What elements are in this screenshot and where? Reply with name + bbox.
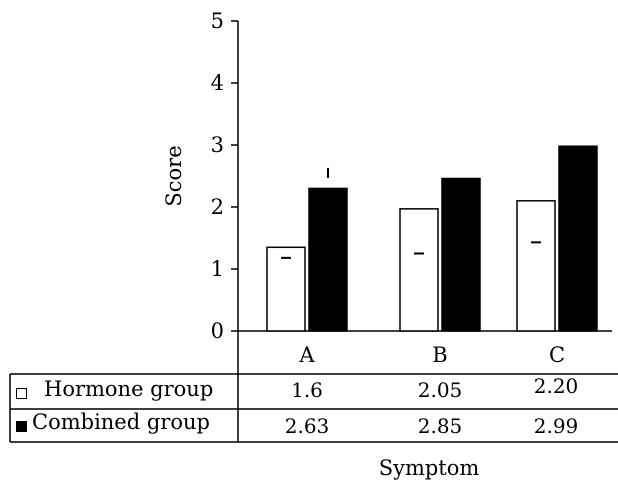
y-tick-label: 2 xyxy=(211,195,224,219)
category-label: A xyxy=(298,343,315,367)
bar xyxy=(516,200,556,332)
x-axis-label: Symptom xyxy=(379,456,480,480)
series-name: Hormone group xyxy=(44,377,214,401)
table-value: 1.6 xyxy=(291,378,323,402)
series-name: Combined group xyxy=(32,410,210,434)
legend-swatch-combined xyxy=(16,421,27,432)
category-label: B xyxy=(432,343,447,367)
category-label: C xyxy=(549,343,565,367)
error-markers xyxy=(281,167,541,259)
bar xyxy=(558,145,598,332)
table-value: 2.05 xyxy=(417,378,463,402)
bar xyxy=(308,187,348,332)
bar-series xyxy=(266,145,598,332)
y-tick-label: 1 xyxy=(211,257,224,281)
y-tick-label: 4 xyxy=(211,71,224,95)
bar xyxy=(399,208,439,332)
table-value: 2.63 xyxy=(284,414,330,438)
table-value: 2.99 xyxy=(533,414,579,438)
y-tick-label: 5 xyxy=(211,9,224,33)
y-tick-label: 3 xyxy=(211,133,224,157)
y-axis-label: Score xyxy=(162,145,186,206)
bar xyxy=(266,246,306,332)
bar xyxy=(441,177,481,332)
table-value: 2.85 xyxy=(417,414,463,438)
legend-swatch-hormone xyxy=(16,388,27,399)
y-tick-label: 0 xyxy=(211,319,224,343)
data-table-grid: A B C xyxy=(9,331,618,443)
table-value: 2.20 xyxy=(533,374,579,398)
